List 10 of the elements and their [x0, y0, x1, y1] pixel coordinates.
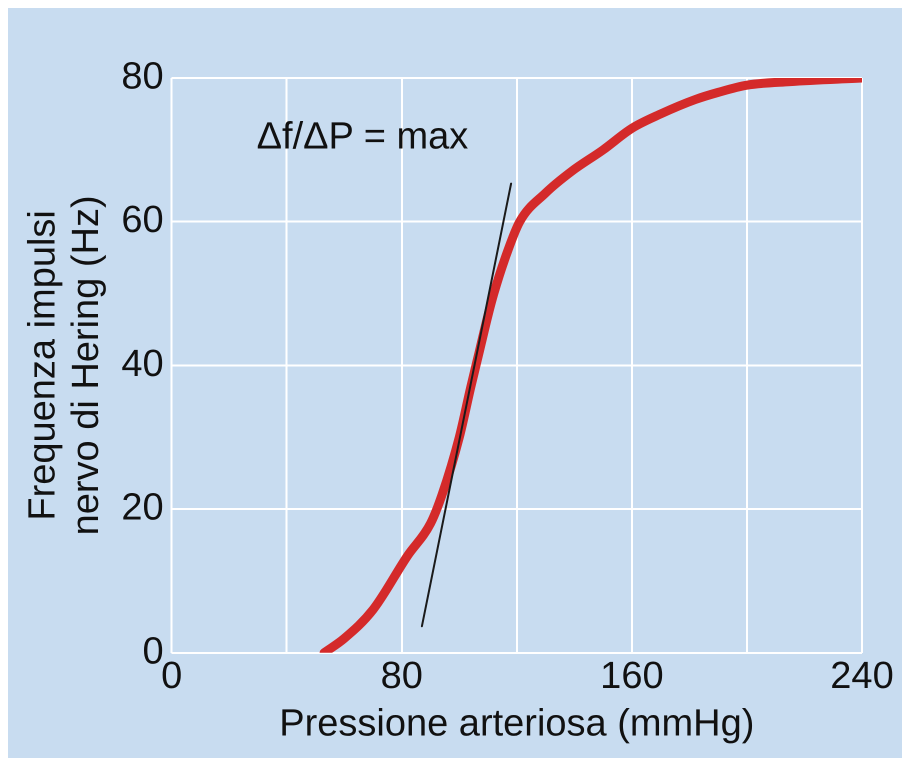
x-tick-label: 80: [380, 655, 423, 698]
y-tick-label: 20: [121, 486, 164, 529]
y-tick-label: 60: [121, 199, 164, 242]
annotation: Δf/ΔP = max: [256, 115, 468, 158]
y-tick-label: 40: [121, 342, 164, 385]
x-tick-label: 240: [830, 655, 894, 698]
x-tick-label: 160: [600, 655, 664, 698]
y-axis-title: Frequenza impulsi nervo di Hering (Hz): [21, 195, 108, 536]
y-tick-label: 80: [121, 55, 164, 98]
x-axis-title: Pressione arteriosa (mmHg): [279, 702, 754, 745]
